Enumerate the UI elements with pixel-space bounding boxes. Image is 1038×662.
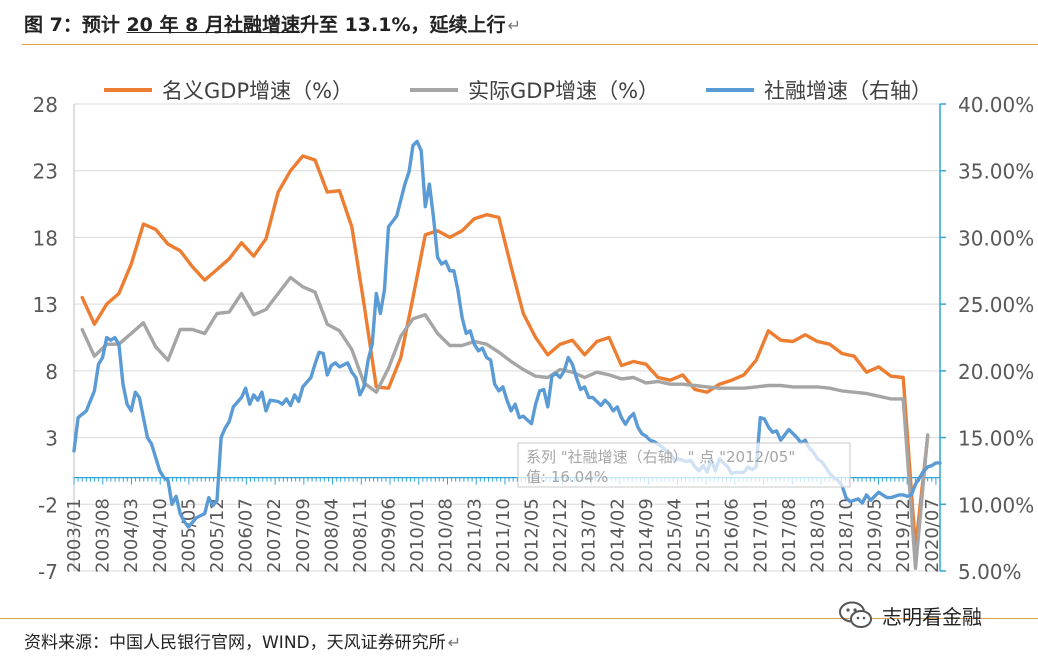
x-tick-label: 2011/10 [493, 498, 514, 573]
x-tick-label: 2003/08 [93, 498, 114, 573]
x-tick-label: 2017/01 [750, 498, 771, 573]
watermark: 志明看金融 [838, 600, 982, 630]
left-tick-label: -2 [38, 493, 58, 517]
return-mark: ↵ [447, 633, 462, 652]
legend-item-real-gdp: 实际GDP增速（%） [410, 79, 659, 103]
title-suffix: 升至 13.1%，延续上行 [299, 14, 506, 36]
x-tick-label: 2015/04 [664, 498, 685, 573]
left-tick-label: 28 [33, 93, 58, 117]
series-lines [72, 139, 942, 570]
x-tick-label: 2012/12 [550, 498, 571, 573]
nominal-gdp-line [80, 154, 930, 550]
left-tick-label: -7 [38, 560, 58, 584]
x-tick-label: 2017/08 [779, 498, 800, 573]
left-tick-label: 8 [45, 360, 58, 384]
left-tick-label: 18 [33, 226, 58, 250]
x-tick-label: 2008/04 [321, 498, 342, 573]
source-text: 资料来源：中国人民银行官网，WIND，天风证券研究所 [24, 633, 446, 653]
tooltip-line-2: 值: 16.04% [526, 468, 608, 486]
bottom-rule [0, 618, 1038, 619]
right-tick-label: 40.00% [958, 93, 1034, 117]
x-tick-label: 2004/10 [150, 498, 171, 573]
x-tick-label: 2010/08 [436, 498, 457, 573]
right-tick-label: 25.00% [958, 293, 1034, 317]
x-tick-label: 2012/05 [522, 498, 543, 573]
title-prefix: 图 7：预计 [24, 14, 127, 36]
x-tick-label: 2005/05 [178, 498, 199, 573]
left-tick-label: 13 [33, 293, 58, 317]
x-tick-label: 2008/11 [350, 498, 371, 573]
x-tick-label: 2007/09 [293, 498, 314, 573]
figure-title: 图 7：预计 20 年 8 月社融增速升至 13.1%，延续上行 ↵ [24, 10, 521, 37]
x-tick-label: 2016/06 [722, 498, 743, 573]
x-tick-label: 2013/07 [579, 498, 600, 573]
title-highlight: 20 年 8 月社融增速 [126, 14, 300, 36]
x-tick-label: 2015/11 [693, 498, 714, 573]
left-tick-label: 3 [45, 427, 58, 451]
right-tick-label: 5.00% [958, 560, 1022, 584]
right-tick-label: 20.00% [958, 360, 1034, 384]
right-tick-label: 30.00% [958, 226, 1034, 250]
tooltip-line-1: 系列 "社融增速（右轴）" 点 "2012/05" [526, 448, 795, 466]
wechat-icon [839, 601, 872, 628]
legend-item-tsf: 社融增速（右轴） [706, 79, 932, 103]
right-tick-label: 15.00% [958, 427, 1034, 451]
x-tick-label: 2009/06 [379, 498, 400, 573]
x-tick-label: 2006/07 [236, 498, 257, 573]
legend-item-nominal-gdp: 名义GDP增速（%） [104, 79, 353, 103]
watermark-text: 志明看金融 [882, 604, 982, 629]
x-tick-label: 2014/09 [636, 498, 657, 573]
real-gdp-line [80, 275, 930, 570]
tsf-growth-line [72, 139, 942, 529]
x-tick-label: 2019/12 [893, 498, 914, 573]
legend: 名义GDP增速（%） 实际GDP增速（%） 社融增速（右轴） [104, 79, 932, 103]
x-tick-label: 2007/02 [264, 498, 285, 573]
x-tick-label: 2014/02 [607, 498, 628, 573]
source-note: 资料来源：中国人民银行官网，WIND，天风证券研究所 ↵ [24, 628, 461, 653]
x-tick-label: 2018/03 [807, 498, 828, 573]
hover-tooltip: 系列 "社融增速（右轴）" 点 "2012/05" 值: 16.04% [517, 442, 851, 488]
x-tick-label: 2011/03 [464, 498, 485, 573]
legend-label: 名义GDP增速（%） [162, 79, 353, 103]
x-tick-label: 2010/01 [407, 498, 428, 573]
return-mark: ↵ [507, 16, 521, 35]
x-tick-label: 2005/12 [207, 498, 228, 573]
x-tick-label: 2004/03 [121, 498, 142, 573]
right-tick-label: 35.00% [958, 160, 1034, 184]
x-tick-label: 2003/01 [64, 498, 85, 573]
legend-label: 社融增速（右轴） [764, 79, 932, 103]
tooltip-box [517, 442, 851, 488]
left-tick-label: 23 [33, 160, 58, 184]
x-tick-label: 2018/10 [836, 498, 857, 573]
x-tick-label: 2019/05 [865, 498, 886, 573]
axes: -7 -2 3 8 13 18 23 28 5.00% 10.00% 15.00% 20.00% 25.… [33, 93, 1035, 584]
x-tick-label: 2020/07 [922, 498, 943, 573]
right-tick-label: 10.00% [958, 493, 1034, 517]
legend-label: 实际GDP增速（%） [468, 79, 659, 103]
title-rule [22, 44, 1038, 45]
